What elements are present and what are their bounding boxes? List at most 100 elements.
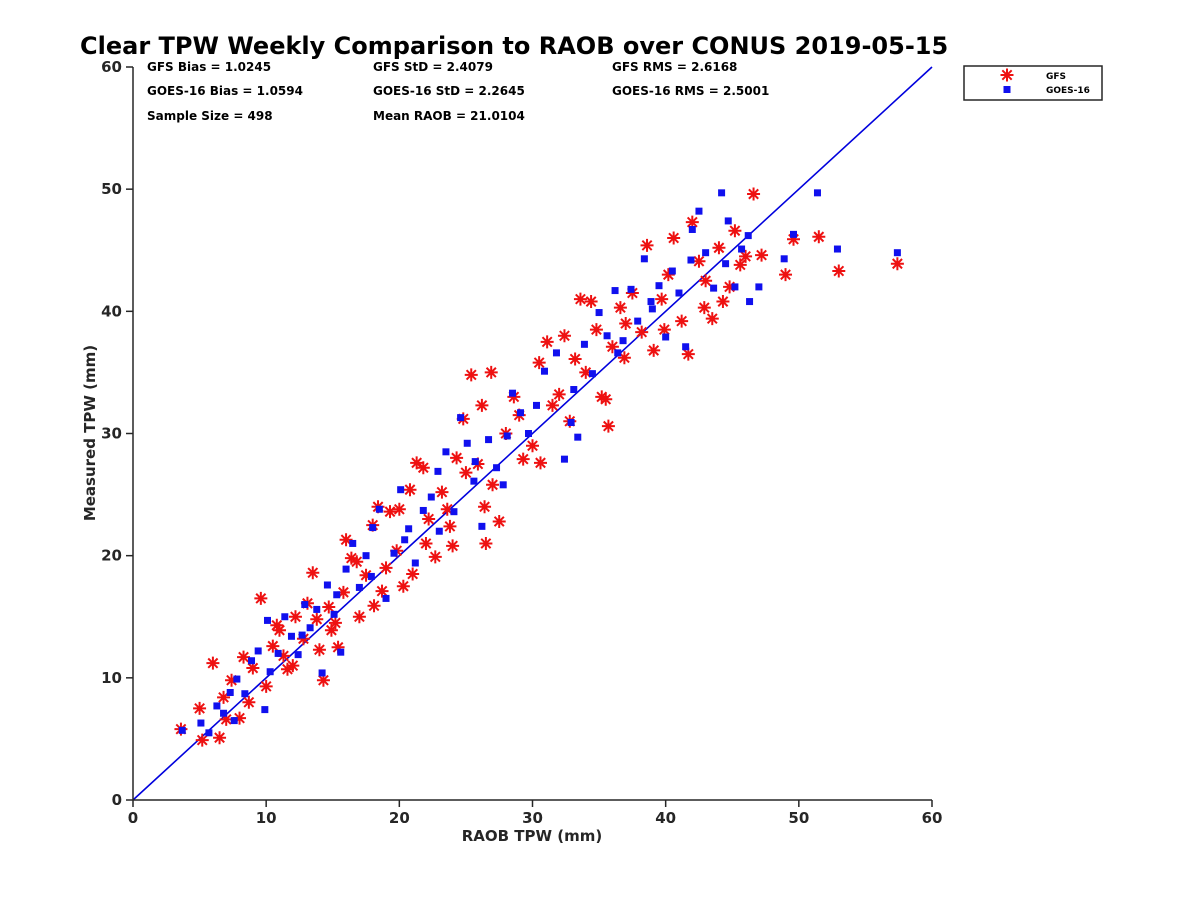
- goes16-point: GOES-16 (40, 37.9): [662, 333, 670, 341]
- goes16-point: GOES-16 (25.1, 29.2): [463, 439, 471, 447]
- goes16-point: GOES-16 (17, 17.4): [355, 583, 363, 591]
- legend-goes16-marker: [1003, 86, 1011, 93]
- goes16-point: GOES-16 (11.4, 15): [281, 613, 289, 621]
- chart-title: Clear TPW Weekly Comparison to RAOB over…: [80, 32, 948, 60]
- goes16-point: GOES-16 (44.5, 43.9): [722, 260, 730, 268]
- gfs-point: GFS (8.3, 11.7): [237, 650, 251, 664]
- goes16-point: GOES-16 (36.4, 36.6): [614, 349, 622, 357]
- gfs-point: GFS (32, 33.2): [552, 387, 566, 401]
- goes16-point: GOES-16 (19, 16.5): [382, 594, 390, 602]
- y-tick-label: 20: [101, 547, 122, 565]
- goes16-point: GOES-16 (17.5, 20): [362, 552, 370, 560]
- goes16-point: GOES-16 (20.1, 25.4): [397, 486, 405, 494]
- gfs-point: GFS (6.8, 8.4): [217, 690, 231, 704]
- goes16-point: GOES-16 (32.4, 27.9): [560, 455, 568, 463]
- gfs-point: GFS (25, 26.8): [459, 466, 473, 480]
- gfs-point: GFS (23.8, 22.4): [443, 519, 457, 533]
- goes16-point: GOES-16 (19.6, 20.2): [390, 549, 398, 557]
- gfs-point: GFS (36.9, 36.2): [617, 351, 631, 365]
- gfs-point: GFS (44.8, 42): [723, 280, 737, 294]
- gfs-point: GFS (11.3, 11.8): [276, 649, 290, 663]
- goes16-point: GOES-16 (33.4, 29.7): [574, 433, 582, 441]
- gfs-point: GFS (11, 13.9): [272, 623, 286, 637]
- gfs-point: GFS (18.7, 17.1): [375, 584, 389, 598]
- goes16-point: GOES-16 (41, 41.5): [675, 289, 683, 297]
- reference-line-layer: [132, 66, 933, 801]
- gfs-point: GFS (14.9, 13.9): [324, 623, 338, 637]
- gfs-point: GFS (10.5, 12.6): [266, 639, 280, 653]
- goes16-point: GOES-16 (9.9, 7.4): [261, 706, 269, 714]
- gfs-point: GFS (27.5, 22.8): [492, 514, 506, 528]
- goes16-point: GOES-16 (47, 42): [755, 283, 763, 291]
- goes16-point: GOES-16 (27.8, 25.8): [499, 481, 507, 489]
- gfs-point: GFS (44, 45.2): [712, 241, 726, 255]
- gfs-point: GFS (9.6, 16.5): [254, 591, 268, 605]
- goes16-point: GOES-16 (8.9, 11.4): [248, 657, 256, 665]
- goes16-point: GOES-16 (11.9, 13.4): [287, 632, 295, 640]
- goes16-point: GOES-16 (21.2, 19.4): [411, 559, 419, 567]
- gfs-point: GFS (19, 19): [379, 561, 393, 575]
- gfs-point: GFS (19.3, 23.6): [383, 505, 397, 519]
- gfs-point: GFS (15.2, 14.5): [328, 616, 342, 630]
- stat-text: GFS StD = 2.4079: [373, 60, 493, 74]
- goes16-point: GOES-16 (7.3, 8.8): [226, 688, 234, 696]
- goes16-point: GOES-16 (37.4, 41.8): [627, 285, 635, 293]
- y-tick-label: 10: [101, 669, 122, 687]
- gfs-point: GFS (39.9, 38.5): [657, 323, 671, 337]
- gfs-point: GFS (7.4, 9.8): [225, 673, 239, 687]
- y-axis-label: Measured TPW (mm): [81, 345, 99, 521]
- gfs-point: GFS (27, 25.8): [486, 478, 500, 492]
- gfs-point: GFS (40.2, 43): [661, 268, 675, 282]
- y-tick-label: 60: [101, 58, 122, 76]
- goes16-point: GOES-16 (32.9, 30.9): [567, 419, 575, 427]
- goes16-point: GOES-16 (40.5, 43.3): [668, 267, 676, 275]
- goes16-point: GOES-16 (16.5, 21): [349, 539, 357, 547]
- goes16-point: GOES-16 (15.3, 16.8): [333, 591, 341, 599]
- goes16-point: GOES-16 (9.4, 12.2): [254, 647, 262, 655]
- goes16-point: GOES-16 (29.1, 31.7): [517, 409, 525, 417]
- legend: GFS GOES-16: [963, 65, 1103, 101]
- gfs-point: GFS (20.3, 17.5): [396, 579, 410, 593]
- stat-text: GOES-16 RMS = 2.5001: [612, 84, 769, 98]
- gfs-point: GFS (24.3, 28): [450, 451, 464, 465]
- goes16-point: GOES-16 (46.2, 46.2): [744, 232, 752, 240]
- gfs-point: GFS (31.5, 32.3): [545, 398, 559, 412]
- goes16-point: GOES-16 (30.3, 32.3): [532, 401, 540, 409]
- goes16-point: GOES-16 (7.8, 9.9): [233, 675, 241, 683]
- stat-text: GOES-16 Bias = 1.0594: [147, 84, 303, 98]
- gfs-point: GFS (25.4, 34.8): [464, 368, 478, 382]
- gfs-point: GFS (7, 6.6): [219, 712, 233, 726]
- gfs-point: GFS (34, 35): [579, 365, 593, 379]
- goes16-point: GOES-16 (28.1, 29.8): [503, 432, 511, 440]
- goes16-point: GOES-16 (39.5, 42.1): [655, 282, 663, 290]
- goes16-point: GOES-16 (51.4, 49.7): [813, 189, 821, 197]
- goes16-point: GOES-16 (18, 22.3): [369, 524, 377, 532]
- gfs-point: GFS (11.6, 10.7): [280, 662, 294, 676]
- gfs-point: GFS (49, 43): [779, 268, 793, 282]
- legend-gfs-label: GFS: [1046, 72, 1066, 82]
- gfs-point: GFS (41.2, 39.2): [675, 314, 689, 328]
- gfs-point: GFS (45.6, 43.8): [733, 258, 747, 272]
- gfs-point: GFS (23.2, 25.2): [435, 485, 449, 499]
- x-axis-label: RAOB TPW (mm): [462, 827, 603, 845]
- plot-area: GFS (3.6, 5.8)GFS (5.2, 4.9)GFS (6, 11.2…: [101, 58, 942, 827]
- goes16-point: GOES-16 (16, 18.9): [342, 565, 350, 573]
- gfs-point: GFS (14.7, 15.8): [322, 600, 336, 614]
- gfs-point: GFS (42.5, 44.1): [692, 254, 706, 268]
- goes16-point: GOES-16 (26.2, 22.4): [478, 522, 486, 530]
- gfs-point: GFS (35.7, 30.6): [601, 419, 615, 433]
- goes16-point: GOES-16 (33.9, 37.3): [580, 340, 588, 348]
- goes16-point: GOES-16 (21.8, 23.7): [419, 506, 427, 514]
- goes16-point: GOES-16 (6.8, 7.1): [220, 709, 228, 717]
- goes16-point: GOES-16 (26.7, 29.5): [485, 436, 493, 444]
- gfs-point: GFS (33.2, 36.1): [568, 352, 582, 366]
- gfs-point: GFS (8.7, 8): [242, 695, 256, 709]
- points-layer: GFS (3.6, 5.8)GFS (5.2, 4.9)GFS (6, 11.2…: [174, 187, 904, 747]
- gfs-point: GFS (30.5, 35.8): [532, 356, 546, 370]
- gfs-point: GFS (14.3, 9.8): [316, 673, 330, 687]
- goes16-point: GOES-16 (24.1, 23.6): [450, 508, 458, 516]
- goes16-point: GOES-16 (25.6, 26.1): [470, 477, 478, 485]
- gfs-point: GFS (39.1, 36.8): [647, 343, 661, 357]
- gfs-point: GFS (21.8, 27.2): [416, 461, 430, 475]
